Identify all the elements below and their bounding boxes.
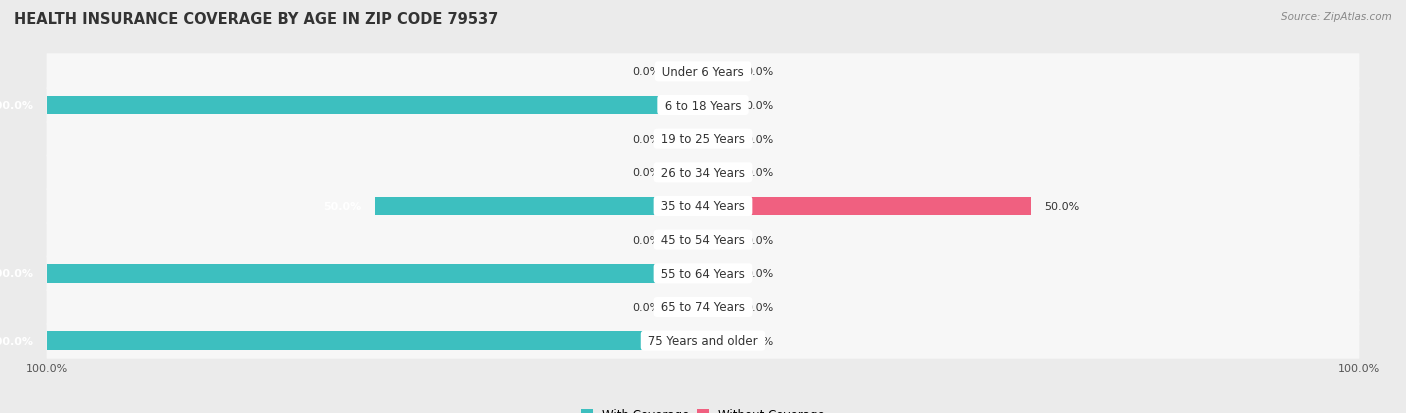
Text: HEALTH INSURANCE COVERAGE BY AGE IN ZIP CODE 79537: HEALTH INSURANCE COVERAGE BY AGE IN ZIP … — [14, 12, 498, 27]
Bar — [46, 97, 703, 115]
Text: 100.0%: 100.0% — [0, 101, 34, 111]
Text: 35 to 44 Years: 35 to 44 Years — [657, 200, 749, 213]
Text: 100.0%: 100.0% — [0, 336, 34, 346]
Text: Source: ZipAtlas.com: Source: ZipAtlas.com — [1281, 12, 1392, 22]
Bar — [703, 298, 735, 316]
Text: 45 to 54 Years: 45 to 54 Years — [657, 234, 749, 247]
Bar — [703, 63, 735, 81]
Text: 0.0%: 0.0% — [745, 269, 773, 279]
Text: 0.0%: 0.0% — [745, 134, 773, 144]
Text: 6 to 18 Years: 6 to 18 Years — [661, 99, 745, 112]
FancyBboxPatch shape — [46, 155, 1360, 191]
Text: 0.0%: 0.0% — [745, 101, 773, 111]
Text: 0.0%: 0.0% — [745, 336, 773, 346]
Bar — [46, 264, 703, 283]
Text: 0.0%: 0.0% — [745, 235, 773, 245]
Text: 0.0%: 0.0% — [745, 302, 773, 312]
Bar — [703, 130, 735, 149]
Text: 0.0%: 0.0% — [633, 134, 661, 144]
Text: 0.0%: 0.0% — [633, 302, 661, 312]
Text: 0.0%: 0.0% — [633, 235, 661, 245]
Text: 75 Years and older: 75 Years and older — [644, 335, 762, 347]
Bar — [671, 231, 703, 249]
Text: 100.0%: 100.0% — [0, 269, 34, 279]
Text: 0.0%: 0.0% — [745, 67, 773, 77]
Text: 50.0%: 50.0% — [1045, 202, 1080, 211]
Text: 0.0%: 0.0% — [745, 168, 773, 178]
Bar — [703, 332, 735, 350]
FancyBboxPatch shape — [46, 222, 1360, 258]
Bar — [671, 63, 703, 81]
Bar — [375, 197, 703, 216]
Bar — [671, 164, 703, 182]
Text: 26 to 34 Years: 26 to 34 Years — [657, 166, 749, 179]
FancyBboxPatch shape — [46, 323, 1360, 359]
FancyBboxPatch shape — [46, 256, 1360, 292]
Text: 19 to 25 Years: 19 to 25 Years — [657, 133, 749, 146]
FancyBboxPatch shape — [46, 54, 1360, 90]
Bar — [671, 130, 703, 149]
Bar — [46, 332, 703, 350]
FancyBboxPatch shape — [46, 121, 1360, 157]
FancyBboxPatch shape — [46, 289, 1360, 325]
FancyBboxPatch shape — [46, 188, 1360, 225]
FancyBboxPatch shape — [46, 88, 1360, 124]
Text: 0.0%: 0.0% — [633, 168, 661, 178]
Text: Under 6 Years: Under 6 Years — [658, 66, 748, 78]
Text: 55 to 64 Years: 55 to 64 Years — [657, 267, 749, 280]
Bar — [671, 298, 703, 316]
Legend: With Coverage, Without Coverage: With Coverage, Without Coverage — [581, 408, 825, 413]
Bar — [703, 164, 735, 182]
Bar — [703, 231, 735, 249]
Bar — [703, 97, 735, 115]
Bar — [703, 197, 1031, 216]
Text: 65 to 74 Years: 65 to 74 Years — [657, 301, 749, 314]
Bar — [703, 264, 735, 283]
Text: 50.0%: 50.0% — [323, 202, 361, 211]
Text: 0.0%: 0.0% — [633, 67, 661, 77]
